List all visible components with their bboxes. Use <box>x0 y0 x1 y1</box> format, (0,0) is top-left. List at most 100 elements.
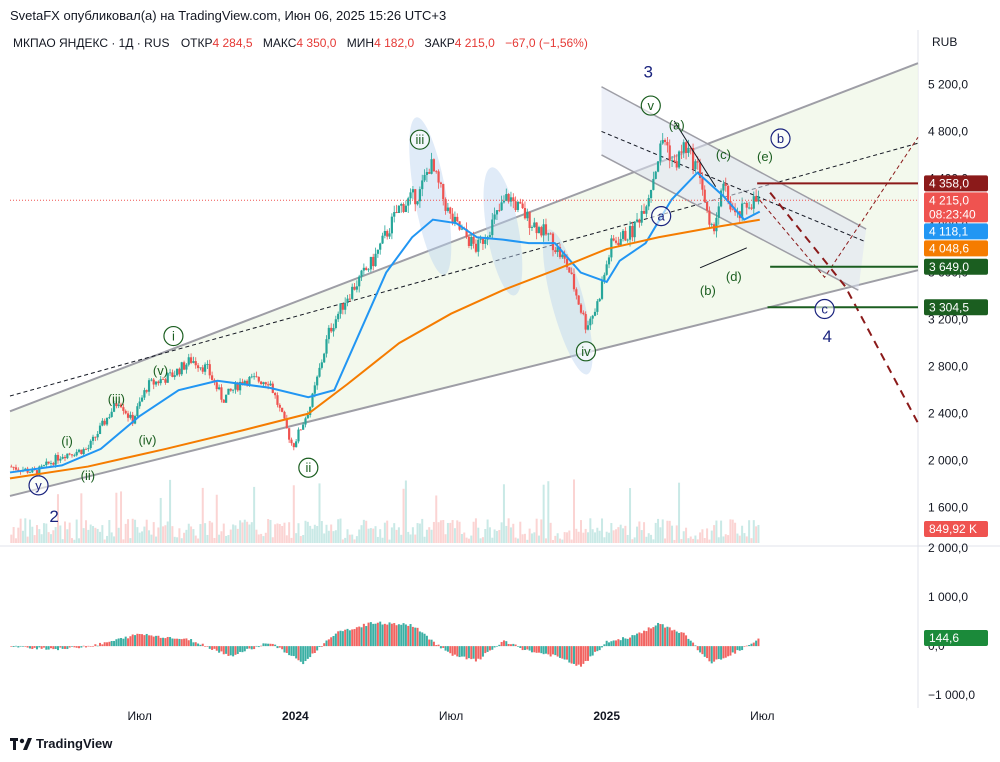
volume-bar <box>353 539 356 543</box>
volume-bar <box>183 532 186 543</box>
volume-bar <box>460 534 463 543</box>
volume-bar <box>617 527 620 543</box>
oscillator-bar <box>556 646 559 657</box>
volume-bar <box>215 494 218 543</box>
volume-bar <box>432 521 435 543</box>
oscillator-bar <box>537 646 540 653</box>
volume-bar <box>463 532 466 543</box>
candle-body <box>325 339 328 354</box>
candle-body <box>337 313 340 320</box>
oscillator-bar <box>141 634 144 647</box>
candle-body <box>339 303 342 314</box>
candle-body <box>381 235 384 244</box>
volume-bar <box>171 526 174 543</box>
volume-bar <box>120 491 123 543</box>
candle-body <box>196 365 200 369</box>
candle-body <box>157 381 160 384</box>
volume-bar <box>605 531 608 543</box>
oscillator-bar <box>734 646 737 654</box>
oscillator-bar <box>439 646 442 649</box>
candle-body <box>45 461 48 466</box>
candle-body <box>255 376 258 378</box>
candle-body <box>365 267 368 270</box>
candle-body <box>705 201 709 211</box>
oscillator-bar <box>486 646 489 652</box>
volume-bar <box>218 534 221 543</box>
volume-bar <box>421 518 424 543</box>
candle-body <box>393 212 396 217</box>
volume-bar <box>647 533 650 543</box>
symbol-title[interactable]: МКПАО ЯНДЕКС · 1Д · RUS <box>13 36 170 50</box>
volume-bars <box>10 479 760 543</box>
oscillator-bar <box>699 646 702 653</box>
candle-body <box>395 212 398 214</box>
candle-body <box>14 467 18 470</box>
oscillator-bar <box>488 646 491 651</box>
volume-bar <box>222 523 225 543</box>
oscillator-bar <box>479 646 482 660</box>
volume-bar <box>376 536 379 543</box>
volume-bar <box>267 519 270 543</box>
oscillator-bar <box>115 639 118 647</box>
wave-label: c <box>821 301 828 316</box>
oscillator-bar <box>376 622 379 647</box>
osc-tick: −1 000,0 <box>928 688 975 702</box>
oscillator-bar <box>117 638 120 647</box>
oscillator-bar <box>671 630 674 647</box>
candle-body <box>498 210 501 211</box>
oscillator-bar <box>355 627 358 647</box>
candle-body <box>617 242 620 246</box>
oscillator-bar <box>243 646 246 652</box>
oscillator-bar <box>643 630 646 647</box>
volume-bar <box>304 520 307 543</box>
volume-bar <box>537 535 540 543</box>
volume-bar <box>584 528 587 543</box>
volume-bar <box>409 534 412 543</box>
candle-body <box>530 227 534 228</box>
candle-body <box>243 380 246 385</box>
volume-bar <box>302 534 305 543</box>
candle-body <box>642 210 646 214</box>
candle-body <box>673 160 676 162</box>
candle-body <box>516 201 520 210</box>
highlight-zone <box>409 117 452 275</box>
candle-body <box>626 239 629 241</box>
volume-bar <box>248 524 251 543</box>
candle-body <box>285 418 288 429</box>
candle-body <box>542 224 545 236</box>
oscillator-bar <box>664 627 667 647</box>
volume-bar <box>78 538 81 543</box>
volume-bar <box>253 486 256 543</box>
oscillator-bar <box>180 639 183 647</box>
volume-bar <box>446 522 449 543</box>
volume-bar <box>341 539 344 543</box>
candle-body <box>112 403 116 412</box>
oscillator-bar <box>54 646 57 649</box>
volume-bar <box>689 536 692 543</box>
volume-bar <box>727 535 730 543</box>
candle-body <box>684 142 688 153</box>
candle-body <box>477 239 480 252</box>
candle-body <box>442 183 445 200</box>
volume-bar <box>45 523 48 543</box>
volume-bar <box>479 538 482 543</box>
volume-bar <box>570 539 573 543</box>
candle-body <box>514 201 517 210</box>
wave-label: 2 <box>49 507 58 526</box>
oscillator-bar <box>731 646 734 653</box>
candle-body <box>423 174 426 181</box>
candle-body <box>304 418 307 425</box>
volume-bar <box>192 529 195 543</box>
candle-body <box>439 182 443 184</box>
candle-body <box>584 314 587 330</box>
candle-body <box>369 256 372 270</box>
oscillator-bar <box>309 646 312 658</box>
tradingview-brand[interactable]: TradingView <box>10 736 112 751</box>
candle-body <box>103 420 106 425</box>
volume-bar <box>738 535 741 543</box>
candle-body <box>351 286 354 299</box>
osc-tick: 1 000,0 <box>928 590 968 604</box>
oscillator-bar <box>82 645 85 647</box>
candle-body <box>745 202 748 208</box>
